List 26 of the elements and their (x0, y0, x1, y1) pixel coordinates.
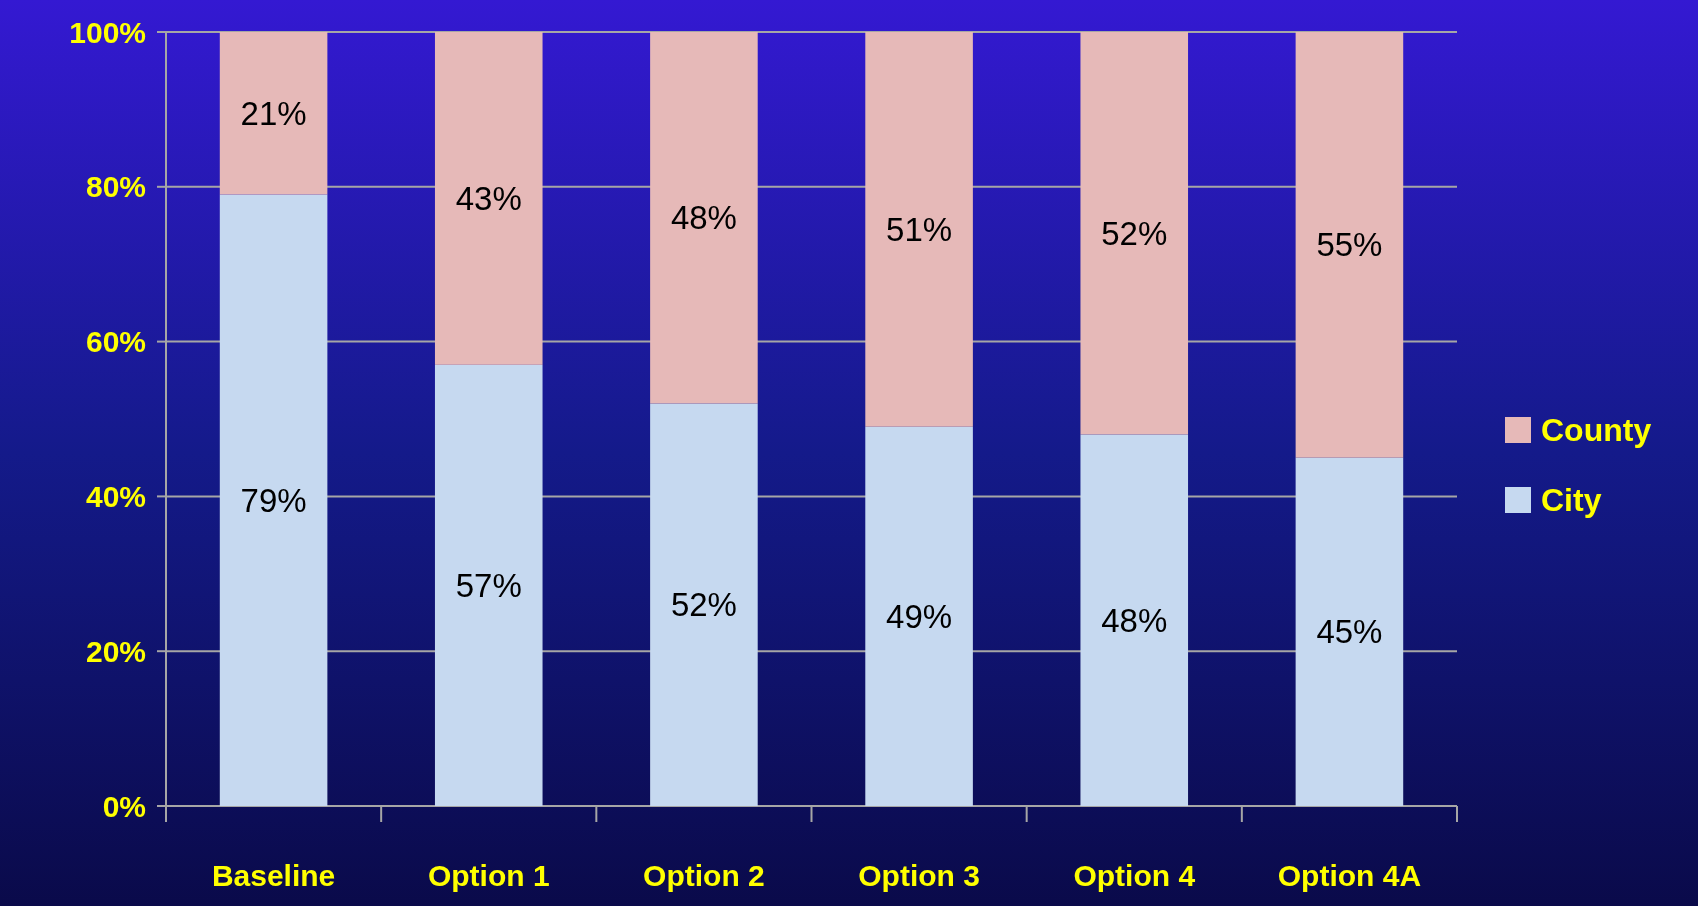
x-tick-label: Baseline (211, 859, 336, 892)
y-tick-label: 0% (102, 789, 146, 823)
data-label: 52% (670, 586, 737, 624)
data-label: 21% (240, 94, 307, 132)
data-label: 48% (1101, 601, 1168, 639)
data-label: 45% (1316, 613, 1383, 651)
y-tick-label: 20% (85, 634, 146, 668)
data-label: 43% (455, 179, 522, 217)
data-label: 51% (886, 210, 953, 248)
legend-label: County (1541, 412, 1652, 449)
x-tick-label: Option 4 (1073, 859, 1196, 892)
data-label: 55% (1316, 226, 1383, 264)
x-tick-label: Option 1 (427, 859, 550, 892)
legend-label: City (1541, 482, 1602, 519)
data-label: 48% (670, 199, 737, 237)
data-label: 57% (455, 566, 522, 604)
y-tick-label: 100% (69, 15, 146, 49)
x-tick-label: Option 2 (643, 859, 765, 892)
x-tick-label: Option 4A (1277, 859, 1422, 892)
y-tick-label: 80% (85, 170, 146, 204)
data-label: 52% (1101, 214, 1168, 252)
data-label: 79% (240, 481, 307, 519)
y-tick-label: 40% (85, 479, 146, 513)
data-label: 49% (886, 597, 953, 635)
y-tick-label: 60% (85, 325, 146, 359)
x-tick-label: Option 3 (858, 859, 980, 892)
